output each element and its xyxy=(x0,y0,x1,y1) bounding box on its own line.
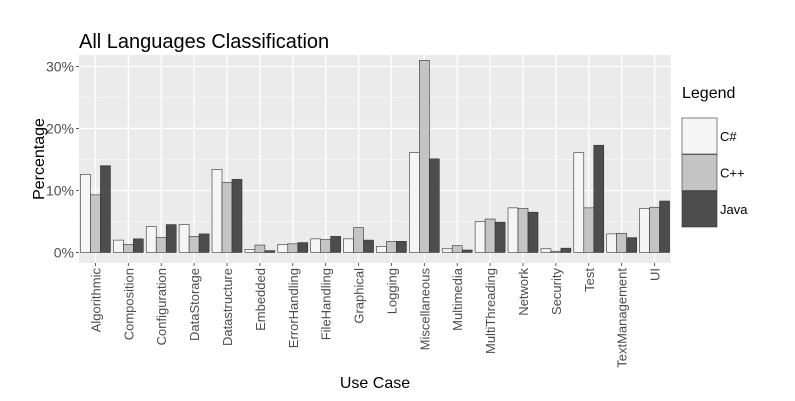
bar xyxy=(507,207,519,253)
x-tick-label: Test xyxy=(582,268,597,292)
bar xyxy=(451,245,463,253)
x-tick-label: Logging xyxy=(384,268,399,314)
legend-label: Java xyxy=(720,202,748,217)
y-axis: 0% 10% 20% 30% xyxy=(46,59,79,261)
bar xyxy=(343,238,354,253)
bar xyxy=(155,237,167,253)
x-tick-label: TextManagement xyxy=(615,268,630,368)
bar xyxy=(616,232,627,253)
x-tick-label: FileHandling xyxy=(319,268,334,340)
bar xyxy=(593,144,605,253)
x-tick-label: Graphical xyxy=(352,268,367,324)
bar xyxy=(429,158,440,253)
x-tick-label: Network xyxy=(516,268,531,316)
bar xyxy=(320,239,331,253)
bar xyxy=(178,224,190,253)
bar xyxy=(376,246,387,253)
bar xyxy=(626,237,637,253)
bar xyxy=(560,247,572,253)
x-tick-label: Algorithmic xyxy=(88,268,103,333)
legend-key xyxy=(681,117,718,155)
y-axis-label: Percentage xyxy=(31,118,48,200)
x-tick-label: MultiThreading xyxy=(483,268,498,354)
bar xyxy=(264,250,276,253)
bar xyxy=(310,238,321,253)
bar xyxy=(165,224,177,253)
bar xyxy=(461,249,473,253)
y-tick-label: 20% xyxy=(46,121,74,137)
bar xyxy=(606,233,617,253)
bar xyxy=(198,233,210,253)
x-tick-label: Configuration xyxy=(154,268,169,345)
x-axis-label: Use Case xyxy=(340,375,410,392)
bar xyxy=(409,152,420,253)
x-tick-label: ErrorHandling xyxy=(286,268,301,348)
bar xyxy=(211,169,223,253)
x-tick-label: UI xyxy=(648,268,663,281)
bar xyxy=(123,244,134,253)
plot-panel xyxy=(79,55,671,263)
x-tick-label: Embedded xyxy=(253,268,268,331)
bar xyxy=(649,206,660,253)
legend-key xyxy=(681,190,718,228)
bar xyxy=(145,226,157,253)
x-tick-label: Miscellaneous xyxy=(417,268,432,351)
x-tick-label: Security xyxy=(549,268,564,315)
legend: Legend C# C++ Java xyxy=(681,85,748,228)
y-tick-label: 30% xyxy=(46,59,74,75)
bar xyxy=(100,165,111,253)
bar xyxy=(113,239,124,253)
bar xyxy=(90,194,101,253)
bar xyxy=(474,221,486,253)
bar xyxy=(221,182,233,253)
bar xyxy=(277,244,289,253)
bar xyxy=(297,242,309,253)
y-tick-label: 10% xyxy=(46,183,74,199)
bar xyxy=(540,248,552,253)
bar xyxy=(550,250,562,253)
bar xyxy=(363,239,374,253)
bar xyxy=(386,241,397,253)
bar xyxy=(330,236,341,253)
bar xyxy=(231,179,243,253)
x-tick-label: Multimedia xyxy=(450,267,465,331)
bar xyxy=(287,243,299,253)
bar xyxy=(396,241,407,253)
bar xyxy=(419,59,430,253)
bar xyxy=(527,211,539,253)
x-tick-label: Composition xyxy=(121,268,136,340)
bar xyxy=(484,218,496,253)
bars xyxy=(80,59,670,253)
bar xyxy=(494,221,506,253)
bar xyxy=(80,174,91,253)
bar xyxy=(353,227,364,253)
bar xyxy=(133,238,144,253)
bar xyxy=(517,208,529,253)
y-tick-label: 0% xyxy=(54,245,74,261)
bar xyxy=(573,152,585,253)
bar xyxy=(639,208,650,253)
chart-title: All Languages Classification xyxy=(79,31,329,53)
legend-label: C# xyxy=(720,129,737,144)
bar xyxy=(583,207,595,253)
x-tick-label: Datastructure xyxy=(220,268,235,346)
legend-label: C++ xyxy=(720,166,745,181)
bar xyxy=(188,236,200,253)
x-tick-label: DataStorage xyxy=(187,268,202,341)
x-axis: Algorithmic Composition Configuration DataS… xyxy=(88,263,663,368)
legend-key xyxy=(681,154,718,191)
bar xyxy=(244,249,256,253)
bar xyxy=(254,244,266,253)
bar xyxy=(441,248,453,253)
bar xyxy=(659,200,670,253)
legend-title: Legend xyxy=(682,85,735,102)
